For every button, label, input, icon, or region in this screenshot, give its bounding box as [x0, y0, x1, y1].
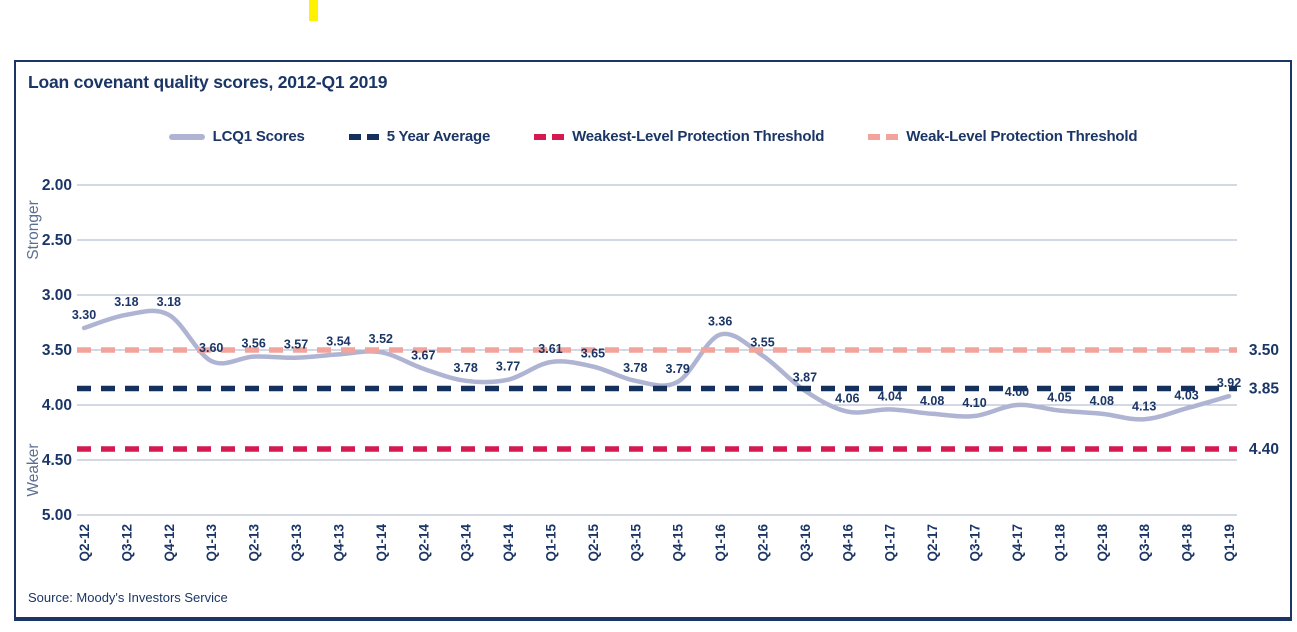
data-label: 3.78	[453, 361, 477, 375]
source-text: Source: Moody's Investors Service	[28, 590, 228, 605]
x-tick-label: Q3-17	[968, 524, 983, 562]
legend-label: LCQ1 Scores	[212, 128, 305, 145]
data-label: 3.57	[284, 338, 308, 352]
x-tick-label: Q1-18	[1052, 524, 1067, 562]
data-label: 3.52	[369, 332, 393, 346]
legend-label: Weakest-Level Protection Threshold	[572, 128, 825, 145]
data-label: 3.36	[708, 315, 732, 329]
right-axis-labels: 3.50 3.85 4.40	[1249, 342, 1280, 458]
data-label: 3.67	[411, 349, 435, 363]
y-tick-label: 5.00	[42, 507, 72, 524]
y-tick-label: 3.50	[42, 342, 72, 359]
y-tick-label: 4.50	[42, 452, 72, 469]
x-tick-label: Q3-14	[459, 524, 474, 562]
stronger-label: Stronger	[25, 200, 42, 259]
data-label: 3.92	[1217, 376, 1241, 390]
x-tick-label: Q4-13	[331, 524, 346, 562]
x-tick-label: Q2-17	[925, 524, 940, 562]
legend-label: Weak-Level Protection Threshold	[906, 128, 1138, 145]
x-tick-label: Q1-16	[713, 524, 728, 562]
legend-dashed-line-swatch	[348, 133, 379, 140]
chart-card: Loan covenant quality scores, 2012-Q1 20…	[14, 60, 1292, 621]
y-tick-label: 2.00	[42, 177, 72, 194]
legend-item-5-year-average: 5 Year Average	[348, 128, 491, 145]
data-label: 3.18	[114, 295, 138, 309]
data-label: 4.00	[1005, 385, 1029, 399]
y-tick-label: 2.50	[42, 232, 72, 249]
data-label: 3.87	[793, 371, 817, 385]
data-label: 4.05	[1047, 391, 1071, 405]
y-tick-label: 3.00	[42, 287, 72, 304]
x-tick-label: Q4-17	[1010, 524, 1025, 562]
data-label: 4.06	[835, 392, 859, 406]
data-label: 3.61	[538, 342, 562, 356]
y-axis-tick-labels: 2.00 2.50 3.00 3.50 4.00 4.50 5.00	[42, 177, 72, 524]
data-label: 3.77	[496, 360, 520, 374]
x-tick-label: Q2-18	[1095, 524, 1110, 562]
x-tick-label: Q3-18	[1137, 524, 1152, 562]
legend-item-weakest-level-protection-threshold: Weakest-Level Protection Threshold	[534, 128, 824, 145]
data-label: 3.30	[72, 308, 96, 322]
data-label: 3.54	[326, 334, 350, 348]
data-label: 3.18	[157, 295, 181, 309]
data-label: 3.78	[623, 361, 647, 375]
x-tick-label: Q4-18	[1180, 524, 1195, 562]
weakest-level-protection-threshold-value-label: 4.40	[1249, 441, 1279, 458]
legend-dashed-line-swatch	[868, 133, 899, 140]
data-label: 3.79	[666, 362, 690, 376]
data-point-labels: 3.30 3.18 3.18 3.60 3.56 3.57 3.54 3.52 3.67 3.78…	[72, 295, 1241, 414]
chart-title: Loan covenant quality scores, 2012-Q1 20…	[28, 72, 388, 92]
x-tick-label: Q3-15	[628, 524, 643, 562]
legend-item-weak-level-protection-threshold: Weak-Level Protection Threshold	[868, 128, 1138, 145]
data-label: 4.13	[1132, 399, 1156, 413]
lcq-chart: 2.00 2.50 3.00 3.50 4.00 4.50 5.00 Stronger Weak…	[25, 177, 1280, 562]
data-label: 3.56	[241, 337, 265, 351]
x-tick-label: Q2-16	[756, 524, 771, 562]
x-tick-label: Q3-16	[798, 524, 813, 562]
data-label: 4.04	[878, 389, 902, 403]
legend-label: 5 Year Average	[386, 128, 491, 145]
x-tick-label: Q4-15	[671, 524, 686, 562]
x-tick-label: Q3-12	[119, 524, 134, 562]
weaker-label: Weaker	[25, 443, 42, 496]
data-label: 4.08	[920, 394, 944, 408]
x-tick-label: Q2-13	[247, 524, 262, 562]
x-tick-label: Q4-14	[501, 524, 516, 562]
axis-direction-labels: Stronger Weaker	[25, 200, 42, 496]
x-axis-tick-labels: Q2-12 Q3-12 Q4-12 Q1-13 Q2-13 Q3-13 Q4-13 Q1-14…	[77, 524, 1237, 562]
x-tick-label: Q3-13	[289, 524, 304, 562]
data-label: 3.55	[750, 336, 774, 350]
reference-lines	[77, 347, 1237, 452]
x-tick-label: Q2-12	[77, 524, 92, 562]
data-label: 3.65	[581, 347, 605, 361]
legend-solid-line-swatch	[168, 133, 205, 140]
5-year-average-value-label: 3.85	[1249, 381, 1280, 398]
legend-item-lcq1-scores: LCQ1 Scores	[168, 128, 305, 145]
y-tick-label: 4.00	[42, 397, 72, 414]
data-label: 4.08	[1090, 394, 1114, 408]
x-tick-label: Q4-16	[840, 524, 855, 562]
x-tick-label: Q1-15	[543, 524, 558, 562]
data-label: 4.10	[962, 396, 986, 410]
x-tick-label: Q1-13	[204, 524, 219, 562]
x-tick-label: Q1-14	[374, 524, 389, 562]
weak-level-protection-threshold-value-label: 3.50	[1249, 342, 1279, 359]
data-label: 4.03	[1174, 388, 1198, 402]
x-tick-label: Q2-14	[416, 524, 431, 562]
legend-dashed-line-swatch	[534, 133, 565, 140]
x-tick-label: Q4-12	[162, 524, 177, 562]
data-label: 3.60	[199, 341, 223, 355]
x-tick-label: Q1-17	[883, 524, 898, 562]
x-tick-label: Q2-15	[586, 524, 601, 562]
chart-legend: LCQ1 Scores 5 Year Average Weakest-Level P…	[16, 128, 1290, 145]
x-tick-label: Q1-19	[1222, 524, 1237, 562]
yellow-marker	[309, 0, 318, 21]
lcq1-scores-line	[81, 308, 1232, 422]
